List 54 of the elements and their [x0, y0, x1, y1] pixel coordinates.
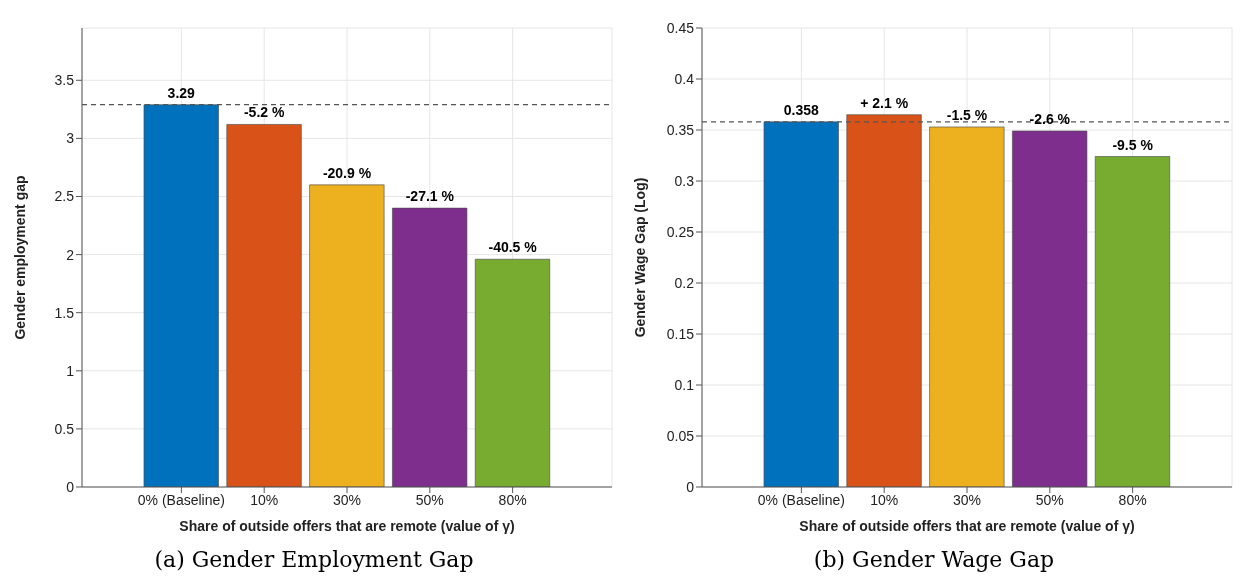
- x-tick-label: 0% (Baseline): [137, 491, 225, 508]
- text: (a) Gender Employment Gap: [154, 547, 474, 572]
- bar: [143, 104, 219, 487]
- bar: [1012, 130, 1088, 487]
- annotation: -27.1 %: [405, 188, 455, 205]
- y-tick-label: 2.5: [54, 188, 75, 205]
- annotation: -40.5 %: [488, 239, 538, 256]
- y-tick-label: 1: [66, 362, 75, 379]
- y-tick-label: 0.45: [666, 19, 695, 36]
- x-tick-label: 30%: [952, 491, 982, 508]
- y-tick-label: 0.1: [674, 376, 695, 393]
- x-tick-label: 30%: [332, 491, 362, 508]
- y-tick-label: 0: [66, 478, 75, 495]
- bar: [929, 126, 1005, 487]
- x-tick-label: 80%: [1118, 491, 1147, 508]
- y-tick-label: 0.15: [666, 325, 695, 342]
- y-tick-label: 3.5: [54, 72, 75, 89]
- y-tick-label: 0.35: [666, 121, 695, 138]
- bar: [309, 184, 385, 487]
- x-axis-title: Share of outside offers that are remote (value of γ): [799, 518, 1135, 534]
- y-axis-title: Gender employment gap: [11, 175, 28, 340]
- x-tick-label: 80%: [498, 491, 527, 508]
- bar: [1094, 156, 1171, 487]
- y-tick-label: 3: [66, 130, 75, 147]
- annotation: -5.2 %: [243, 104, 285, 121]
- x-axis-title: Share of outside offers that are remote (value of γ): [179, 518, 515, 534]
- y-axis-title: Gender Wage Gap (Log): [631, 177, 648, 338]
- y-tick-label: 0.4: [674, 70, 695, 87]
- bar: [763, 121, 839, 487]
- y-tick-label: 1.5: [54, 304, 75, 321]
- x-tick-label: 50%: [1035, 491, 1064, 508]
- annotation: -9.5 %: [1112, 136, 1154, 153]
- data-label: 3.29: [167, 84, 196, 101]
- y-tick-label: 0.25: [666, 223, 695, 240]
- x-tick-label: 10%: [250, 491, 279, 508]
- annotation: -1.5 %: [946, 106, 988, 123]
- y-tick-label: 0.05: [666, 427, 695, 444]
- data-label: 0.358: [783, 101, 819, 118]
- bar: [392, 207, 468, 487]
- x-tick-label: 50%: [415, 491, 444, 508]
- y-tick-label: 0.5: [54, 420, 75, 437]
- y-tick-label: 2: [66, 246, 75, 263]
- bar: [474, 258, 551, 487]
- annotation: -20.9 %: [322, 164, 372, 181]
- text: (b) Gender Wage Gap: [813, 547, 1055, 572]
- bar: [226, 124, 302, 487]
- bar: [846, 114, 922, 487]
- y-tick-label: 0.3: [674, 172, 695, 189]
- annotation: -2.6 %: [1029, 111, 1071, 128]
- x-tick-label: 10%: [870, 491, 899, 508]
- y-tick-label: 0: [686, 478, 695, 495]
- y-tick-label: 0.2: [674, 274, 695, 291]
- x-tick-label: 0% (Baseline): [757, 491, 845, 508]
- annotation: + 2.1 %: [860, 94, 909, 111]
